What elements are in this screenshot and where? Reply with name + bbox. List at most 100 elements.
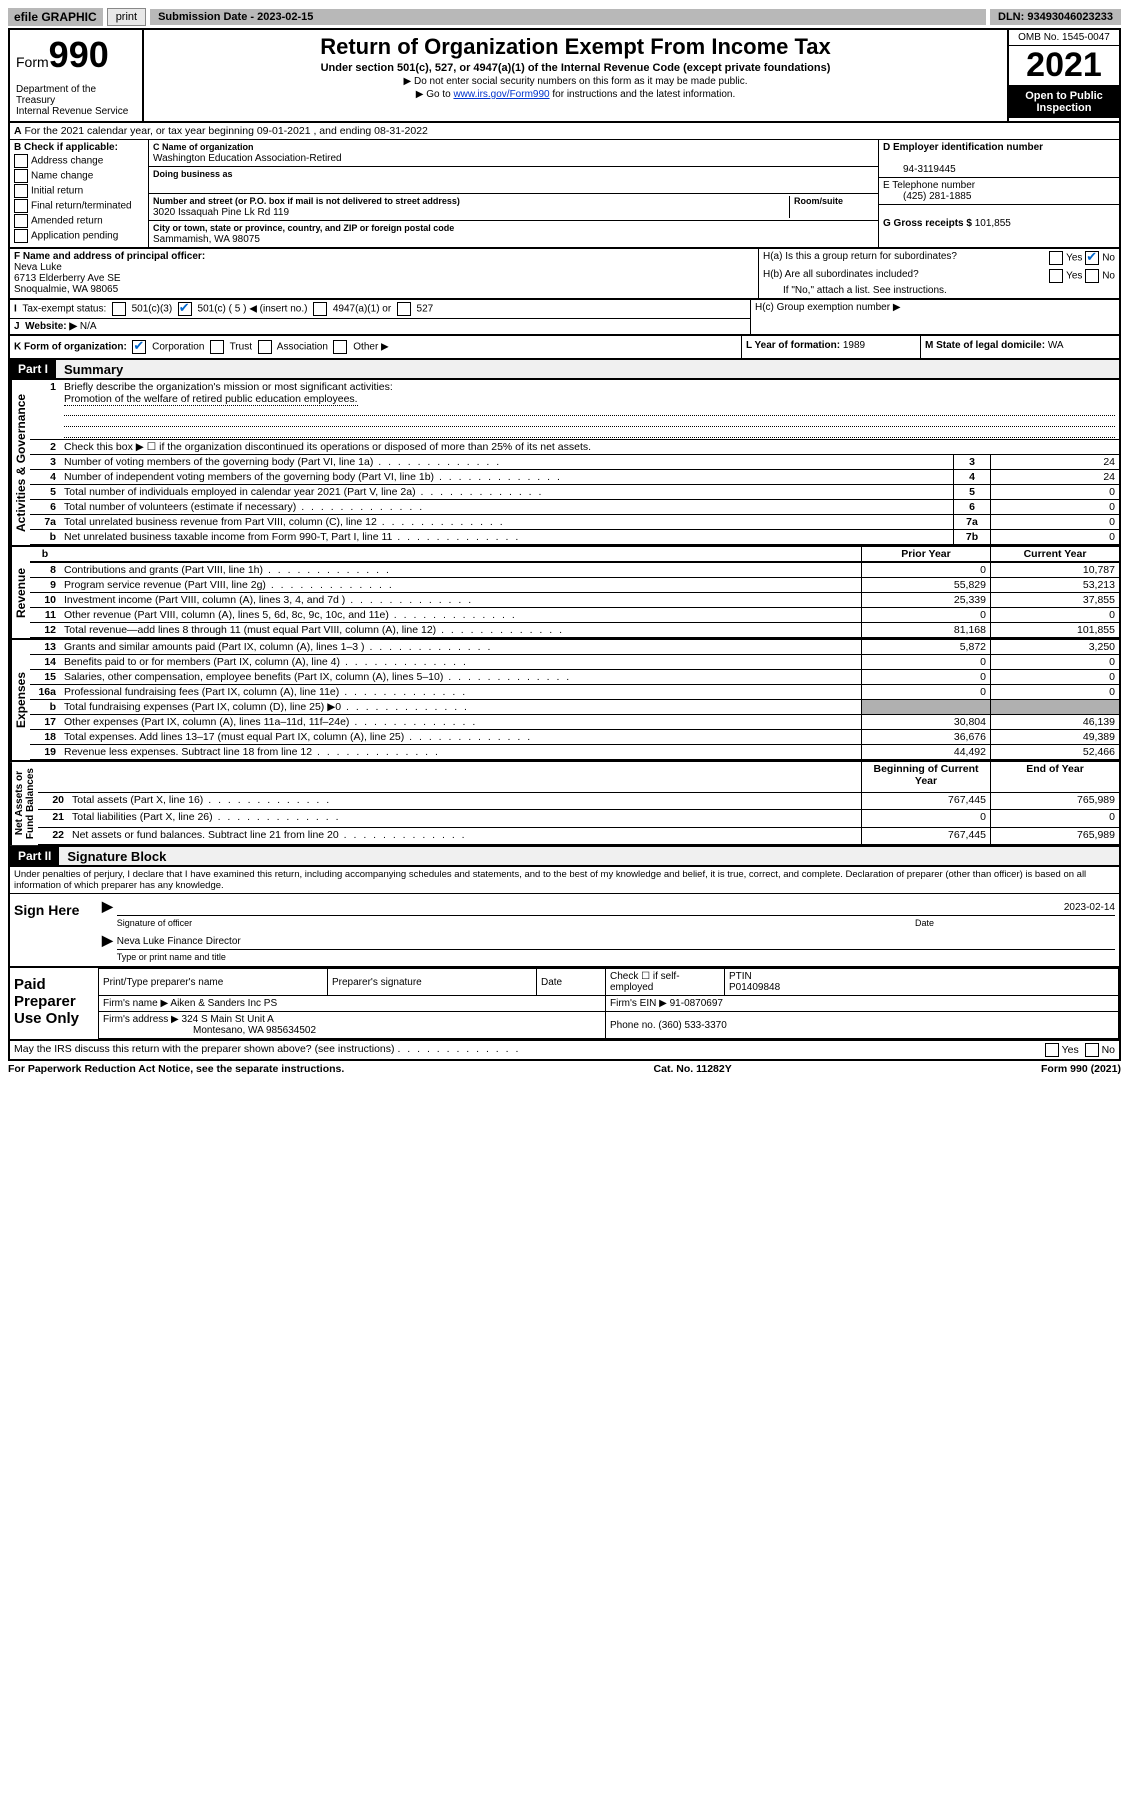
k-assoc: Association [277, 342, 328, 353]
firm-addr-row: Firm's address ▶ 324 S Main St Unit A Mo… [99, 1012, 606, 1039]
firm-name-label: Firm's name ▶ [103, 998, 168, 1009]
form-org: K Form of organization: Corporation Trus… [10, 336, 741, 358]
governance-table: 1 Briefly describe the organization's mi… [30, 380, 1119, 545]
top-bar: efile GRAPHIC print Submission Date - 20… [8, 8, 1121, 26]
officer-name: Neva Luke [14, 262, 62, 273]
table-row: 6Total number of volunteers (estimate if… [30, 500, 1119, 515]
officer-addr1: 6713 Elderberry Ave SE [14, 273, 121, 284]
boxM-value: WA [1048, 340, 1064, 351]
table-row: 18Total expenses. Add lines 13–17 (must … [30, 730, 1119, 745]
klm-box: K Form of organization: Corporation Trus… [8, 336, 1121, 360]
arrow-icon: ▶ [102, 932, 113, 962]
chk-name[interactable]: Name change [14, 169, 144, 183]
vlabel-net: Net Assets or Fund Balances [10, 762, 38, 845]
addr-value: 3020 Issaquah Pine Lk Rd 119 [153, 207, 289, 218]
table-row: 3Number of voting members of the governi… [30, 455, 1119, 470]
firm-addr-label: Firm's address ▶ [103, 1014, 179, 1025]
part2-title: Signature Block [59, 849, 166, 864]
instr-link: ▶ Go to www.irs.gov/Form990 for instruct… [148, 89, 1003, 100]
firm-name-row: Firm's name ▶ Aiken & Sanders Inc PS [99, 996, 606, 1012]
officer-addr2: Snoqualmie, WA 98065 [14, 284, 118, 295]
hb-label: H(b) Are all subordinates included? [763, 269, 1049, 283]
phone-label: E Telephone number [883, 180, 975, 191]
sign-here-content: ▶ 2023-02-14 Signature of officer Date ▶… [98, 894, 1119, 966]
opt-501c: 501(c) ( 5 ) ◀ (insert no.) [198, 304, 308, 315]
hc-label: H(c) Group exemption number ▶ [755, 302, 901, 313]
tax-year: 2021 [1009, 46, 1119, 86]
chk-initial[interactable]: Initial return [14, 184, 144, 198]
open-public: Open to Public Inspection [1009, 86, 1119, 118]
period-text: For the 2021 calendar year, or tax year … [25, 125, 428, 137]
website-value: N/A [80, 321, 97, 332]
boxL-value: 1989 [843, 340, 865, 351]
instr-post: for instructions and the latest informat… [550, 89, 736, 100]
form-header-center: Return of Organization Exempt From Incom… [144, 30, 1007, 121]
print-button[interactable]: print [107, 8, 146, 26]
paid-label: Paid Preparer Use Only [10, 968, 98, 1039]
firm-ein-row: Firm's EIN ▶ 91-0870697 [606, 996, 1119, 1012]
phone-box: E Telephone number (425) 281-1885 [879, 178, 1119, 205]
boxL-label: L Year of formation: [746, 340, 840, 351]
phone-label2: Phone no. [610, 1020, 656, 1031]
receipts-box: G Gross receipts $ 101,855 [879, 205, 1119, 231]
table-row: bTotal fundraising expenses (Part IX, co… [30, 700, 1119, 715]
website-box: J Website: ▶ N/A [10, 319, 750, 334]
org-name-label: C Name of organization [153, 142, 254, 152]
form-version: Form 990 (2021) [1041, 1063, 1121, 1075]
table-row: 17Other expenses (Part IX, column (A), l… [30, 715, 1119, 730]
netassets-section: Net Assets or Fund Balances Beginning of… [8, 762, 1121, 847]
form-digits: 990 [49, 34, 109, 75]
cat-no: Cat. No. 11282Y [654, 1063, 732, 1075]
chk-final[interactable]: Final return/terminated [14, 199, 144, 213]
ha-label: H(a) Is this a group return for subordin… [763, 251, 1049, 265]
vlabel-gov: Activities & Governance [10, 380, 30, 545]
prep-date-header: Date [537, 969, 606, 996]
form-subtitle: Under section 501(c), 527, or 4947(a)(1)… [148, 62, 1003, 74]
efile-label: efile GRAPHIC [8, 8, 103, 26]
instr-pre: ▶ Go to [416, 89, 454, 100]
preparer-table: Print/Type preparer's name Preparer's si… [98, 968, 1119, 1039]
table-row: 10Investment income (Part VIII, column (… [30, 593, 1119, 608]
table-row: 12Total revenue—add lines 8 through 11 (… [30, 623, 1119, 638]
sig-officer-label: Signature of officer [117, 918, 915, 928]
hc-box: H(c) Group exemption number ▶ [750, 300, 1119, 334]
prep-name-header: Print/Type preparer's name [99, 969, 328, 996]
chk-amended[interactable]: Amended return [14, 214, 144, 228]
l1-label: Briefly describe the organization's miss… [64, 381, 393, 393]
irs-link[interactable]: www.irs.gov/Form990 [453, 89, 549, 100]
firm-addr2: Montesano, WA 985634502 [103, 1025, 316, 1036]
firm-ein: 91-0870697 [670, 998, 723, 1009]
dba-label: Doing business as [153, 169, 233, 179]
k-other: Other ▶ [353, 342, 388, 353]
chk-pending[interactable]: Application pending [14, 229, 144, 243]
eoy-header: End of Year [991, 762, 1120, 793]
preparer-content: Print/Type preparer's name Preparer's si… [98, 968, 1119, 1039]
receipts-value: 101,855 [975, 218, 1011, 229]
arrow-icon: ▶ [102, 898, 113, 928]
dln-label: DLN: 93493046023233 [990, 9, 1121, 25]
table-row: 15Salaries, other compensation, employee… [30, 670, 1119, 685]
prep-sig-header: Preparer's signature [328, 969, 537, 996]
org-name: Washington Education Association-Retired [153, 153, 342, 164]
l2-text: Check this box ▶ ☐ if the organization d… [60, 440, 1119, 455]
boy-header: Beginning of Current Year [862, 762, 991, 793]
table-row: 11Other revenue (Part VIII, column (A), … [30, 608, 1119, 623]
table-row: 9Program service revenue (Part VIII, lin… [30, 578, 1119, 593]
sig-date: 2023-02-14 [1064, 902, 1115, 913]
firm-phone: (360) 533-3370 [658, 1020, 726, 1031]
chk-address[interactable]: Address change [14, 154, 144, 168]
ptin-value: P01409848 [729, 982, 780, 993]
check-applicable: B Check if applicable: Address change Na… [10, 140, 149, 247]
form-header: Form990 Department of the Treasury Inter… [8, 28, 1121, 123]
table-row: 14Benefits paid to or for members (Part … [30, 655, 1119, 670]
city-value: Sammamish, WA 98075 [153, 234, 260, 245]
firm-ein-label: Firm's EIN ▶ [610, 998, 667, 1009]
tax-period: A For the 2021 calendar year, or tax yea… [8, 123, 1121, 140]
form-header-left: Form990 Department of the Treasury Inter… [10, 30, 144, 121]
k-trust: Trust [230, 342, 252, 353]
footer: For Paperwork Reduction Act Notice, see … [8, 1061, 1121, 1077]
table-row: 22Net assets or fund balances. Subtract … [38, 827, 1119, 844]
part1-title: Summary [56, 362, 123, 377]
ptin-label: PTIN [729, 971, 752, 982]
table-row: 13Grants and similar amounts paid (Part … [30, 640, 1119, 655]
